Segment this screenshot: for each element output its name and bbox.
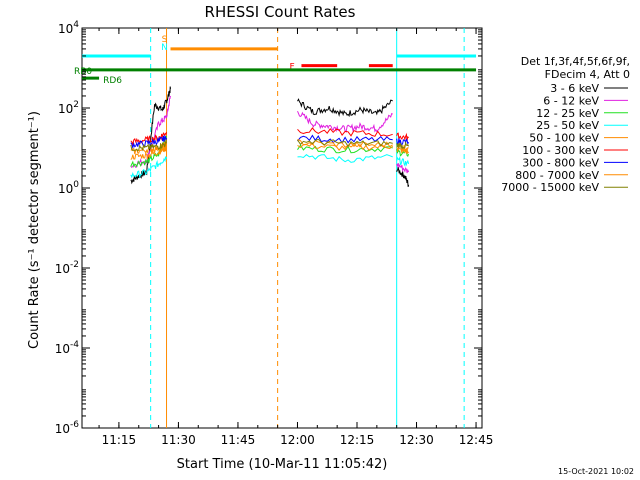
y-tick-label-4: 102 [58, 100, 79, 116]
x-tick-label-3: 12:00 [280, 433, 315, 447]
series-line-3-0 [130, 156, 167, 179]
series-line-5-1 [297, 127, 393, 137]
legend: Det 1f,3f,4f,5f,6f,9f,FDecim 4, Att 03 -… [501, 55, 630, 194]
series-3 [130, 154, 410, 179]
legend-label-5: 100 - 300 keV [522, 144, 599, 157]
x-tick-label-0: 11:15 [102, 433, 137, 447]
y-tick-label-3: 100 [58, 180, 79, 196]
series-2 [130, 135, 410, 168]
y-tick-label-5: 104 [58, 20, 79, 36]
marker-label-s: S [162, 35, 168, 45]
x-axis-ticks: 11:15 11:30 11:45 12:00 12:15 12:30 12:45 [98, 28, 494, 447]
timestamp: 15-Oct-2021 10:02 [558, 467, 634, 476]
legend-label-4: 50 - 100 keV [529, 132, 599, 145]
legend-label-3: 25 - 50 keV [536, 119, 599, 132]
series-0 [130, 86, 410, 187]
legend-label-0: 3 - 6 keV [550, 82, 599, 95]
series-line-6-2 [396, 138, 410, 146]
legend-label-7: 800 - 7000 keV [515, 169, 599, 182]
y-tick-label-2: 10-2 [55, 260, 79, 276]
series-line-3-1 [297, 154, 393, 163]
y-tick-label-0: 10-6 [55, 420, 80, 436]
series-line-6-1 [297, 134, 393, 144]
marker-label-n: N [161, 43, 168, 53]
series-line-5-2 [396, 132, 409, 141]
series-line-1-2 [396, 162, 410, 174]
x-tick-label-6: 12:45 [459, 433, 494, 447]
x-tick-label-5: 12:30 [399, 433, 434, 447]
legend-label-1: 6 - 12 keV [543, 94, 599, 107]
series-line-8-0 [130, 139, 167, 152]
series-line-0-1 [297, 98, 393, 118]
flag-label-rd6: RD6 [103, 76, 122, 86]
y-axis-ticks: 10-6 10-4 10-2 100 102 104 [55, 20, 482, 436]
series-8 [130, 138, 410, 152]
legend-header-line-0: Det 1f,3f,4f,5f,6f,9f, [521, 55, 630, 68]
series-line-8-1 [297, 138, 393, 148]
series-6 [130, 134, 410, 150]
legend-label-6: 300 - 800 keV [522, 156, 599, 169]
chart-title: RHESSI Count Rates [205, 3, 356, 21]
series-line-4-1 [297, 142, 394, 152]
legend-header-line-1: FDecim 4, Att 0 [545, 68, 630, 81]
x-tick-label-4: 12:15 [340, 433, 375, 447]
series-line-8-2 [396, 140, 410, 149]
series-line-3-2 [396, 156, 410, 168]
series-line-0-0 [130, 86, 171, 185]
series-5 [130, 127, 409, 147]
series-line-0-2 [396, 167, 410, 187]
flag-label-f: F [289, 63, 294, 73]
legend-label-2: 12 - 25 keV [536, 107, 599, 120]
x-tick-label-1: 11:30 [161, 433, 196, 447]
series-line-4-0 [130, 145, 167, 160]
y-axis-label: Count Rate (s⁻¹ detector segment⁻¹) [27, 111, 42, 349]
x-tick-label-2: 11:45 [221, 433, 256, 447]
series-line-2-1 [297, 144, 393, 154]
y-tick-label-1: 10-4 [55, 340, 80, 356]
series-line-5-0 [130, 131, 167, 147]
series-line-6-0 [130, 135, 167, 150]
x-axis-label: Start Time (10-Mar-11 11:05:42) [177, 457, 388, 472]
plot-frame [81, 27, 483, 429]
legend-label-8: 7000 - 15000 keV [501, 181, 599, 194]
